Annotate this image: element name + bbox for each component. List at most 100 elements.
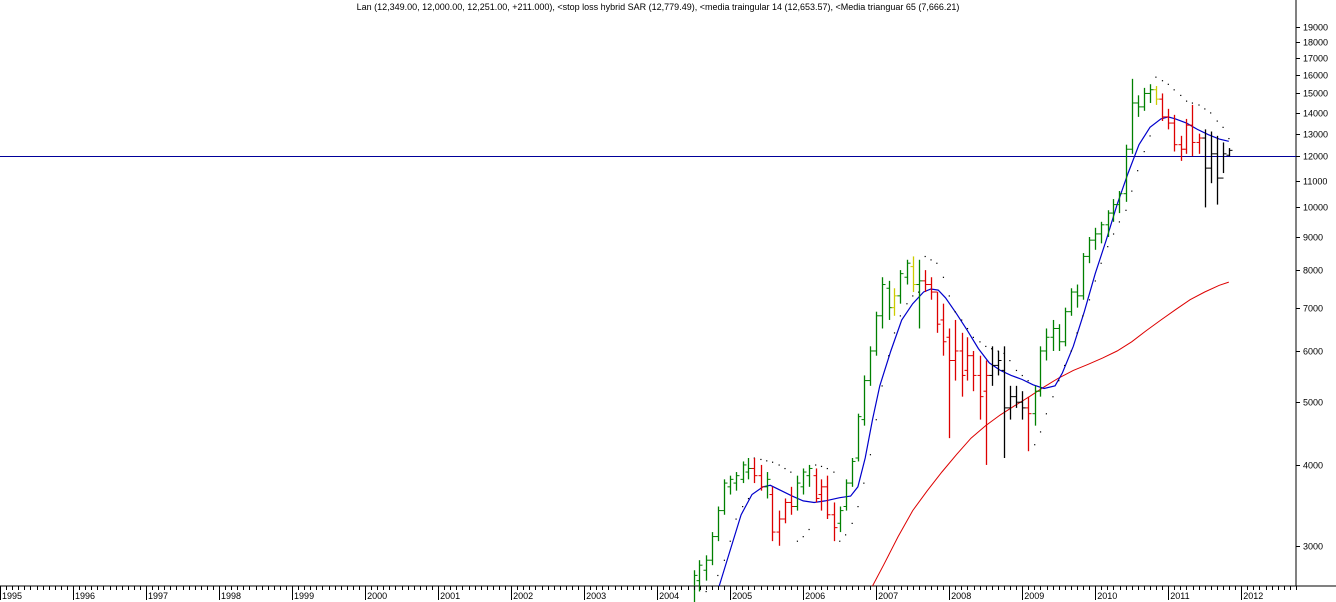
ohlc-bar: [1019, 391, 1026, 420]
sar-point: [760, 458, 762, 461]
sar-point: [1198, 104, 1200, 106]
sar-point: [1039, 431, 1042, 433]
ohlc-bar: [995, 350, 1002, 376]
ohlc-bar: [1068, 288, 1075, 316]
ohlc-bar: [879, 277, 886, 329]
sar-point: [1149, 135, 1151, 137]
sar-point: [1155, 76, 1157, 78]
sar-point: [711, 585, 713, 587]
sar-point: [924, 255, 926, 258]
sar-point: [1112, 233, 1115, 235]
sar-point: [1222, 126, 1224, 128]
sar-point: [1058, 380, 1060, 382]
sar-point: [815, 464, 817, 466]
x-year-label: 2011: [1170, 591, 1189, 601]
ohlc-bar: [849, 457, 856, 487]
sar-point: [863, 482, 865, 484]
x-year-label: 2002: [513, 591, 533, 601]
y-tick-label: 13000: [1303, 130, 1328, 140]
sar-point: [930, 259, 932, 261]
sar-point: [991, 348, 993, 350]
sar-point: [1094, 280, 1096, 282]
y-tick-label: 9000: [1303, 233, 1323, 243]
y-tick-label: 8000: [1303, 266, 1323, 276]
y-tick-label: 11000: [1303, 177, 1327, 187]
ohlc-bar: [794, 475, 801, 511]
ohlc-bar: [1208, 131, 1215, 184]
ohlc-bar: [922, 270, 929, 293]
ohlc-bar: [776, 510, 783, 546]
sar-point: [1052, 396, 1054, 398]
sar-point: [875, 419, 877, 421]
sar-point: [826, 467, 828, 470]
ohlc-bar: [843, 479, 850, 511]
sar-point: [966, 327, 969, 330]
ohlc-bar: [1025, 396, 1032, 452]
sar-point: [1009, 359, 1011, 362]
ohlc-bar: [831, 502, 838, 542]
sar-point: [1076, 332, 1078, 334]
sar-point: [1045, 413, 1047, 415]
sar-point: [1167, 83, 1169, 85]
ohlc-bar: [782, 498, 789, 524]
sar-point: [1191, 102, 1194, 104]
ohlc-bar: [1171, 114, 1178, 152]
sar-point: [723, 559, 725, 561]
sar-point: [1137, 170, 1139, 172]
ohlc-bar: [1007, 385, 1014, 420]
x-year-label: 2003: [586, 591, 606, 601]
x-year-label: 2004: [659, 591, 679, 601]
ohlc-bar: [764, 472, 771, 499]
y-tick-label: 7000: [1303, 304, 1323, 314]
ohlc-bar: [818, 479, 825, 511]
sar-point: [1088, 299, 1091, 301]
y-tick-label: 17000: [1303, 54, 1328, 64]
sar-point: [881, 385, 883, 387]
ohlc-bar: [758, 464, 765, 491]
sar-point: [1125, 209, 1127, 211]
ohlc-bar: [910, 256, 917, 293]
ohlc-bar: [977, 355, 984, 420]
x-year-label: 1998: [221, 591, 241, 601]
x-year-label: 2010: [1097, 591, 1117, 601]
sar-point: [784, 467, 786, 470]
ohlc-bar: [1226, 148, 1233, 157]
ohlc-bar: [721, 479, 728, 515]
x-year-label: 1999: [294, 591, 314, 601]
price-bars-layer: [693, 78, 1233, 602]
sar-point: [985, 345, 987, 348]
moving-average-14-layer: [718, 116, 1229, 587]
sar-point: [857, 506, 859, 508]
ohlc-bar: [1220, 142, 1227, 179]
ohlc-bar: [1092, 227, 1099, 250]
ohlc-bar: [934, 291, 941, 333]
sar-point: [1180, 94, 1182, 97]
y-tick-label: 10000: [1303, 203, 1328, 213]
ohlc-bar: [703, 555, 710, 581]
sar-point: [1118, 221, 1121, 223]
sar-point: [778, 464, 780, 466]
ohlc-bar: [715, 506, 722, 542]
ohlc-bar: [1086, 237, 1093, 264]
x-year-label: 2000: [367, 591, 387, 601]
sar-point: [1082, 315, 1084, 317]
sar-point: [1034, 444, 1036, 446]
ohlc-bar: [970, 350, 977, 392]
ohlc-bar: [1043, 328, 1050, 361]
ohlc-bar: [855, 413, 862, 462]
sar-point: [735, 518, 737, 520]
axis-labels-layer: 3000 4000 5000 6000 7000 8000 9000 10000 11000 12…: [0, 23, 1328, 601]
ohlc-bar: [1123, 144, 1130, 202]
sar-point: [1173, 89, 1175, 91]
ohlc-bar: [1080, 253, 1087, 300]
sar-point: [954, 311, 956, 313]
sar-point: [918, 291, 920, 293]
sar-point: [893, 332, 896, 334]
sar-point: [1185, 100, 1188, 102]
ohlc-bar: [1214, 135, 1221, 205]
sar-point: [839, 540, 841, 542]
ohlc-bar: [928, 277, 935, 300]
ohlc-bar: [940, 303, 947, 356]
ohlc-bar: [1001, 346, 1008, 458]
